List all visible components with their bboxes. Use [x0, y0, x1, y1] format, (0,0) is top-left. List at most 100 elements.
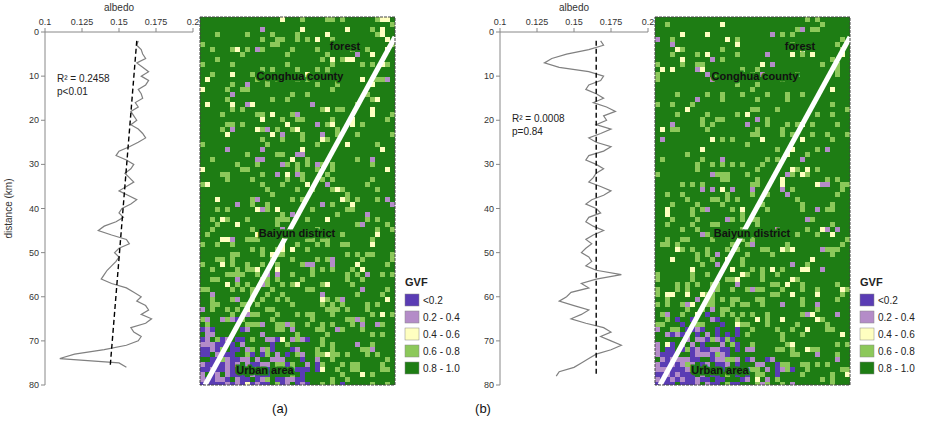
map-texture: [330, 347, 335, 352]
map-texture: [350, 282, 355, 287]
map-texture: [360, 277, 365, 282]
map-texture: [345, 272, 350, 277]
map-texture: [300, 172, 305, 177]
map-texture: [695, 352, 700, 357]
map-texture: [825, 362, 830, 367]
map-texture: [305, 182, 310, 187]
tick: [41, 32, 45, 33]
map-texture: [310, 207, 315, 212]
map-texture: [740, 377, 745, 382]
map-texture: [345, 277, 350, 282]
map-texture: [225, 172, 230, 177]
map-texture: [370, 97, 375, 102]
map-texture: [360, 62, 365, 67]
map-texture: [735, 37, 740, 42]
map-texture: [375, 217, 380, 222]
map-texture: [245, 237, 250, 242]
map-texture: [800, 202, 805, 207]
map-texture: [740, 272, 745, 277]
map-texture: [200, 317, 205, 322]
map-texture: [795, 27, 800, 32]
map-texture: [780, 132, 785, 137]
map-texture: [215, 207, 220, 212]
map-texture: [750, 87, 755, 92]
map-texture: [700, 337, 705, 342]
map-texture: [755, 82, 760, 87]
map-texture: [835, 247, 840, 252]
map-texture: [730, 162, 735, 167]
legend-swatch: [405, 328, 419, 340]
map-texture: [665, 237, 670, 242]
map-texture: [655, 277, 660, 282]
map-texture: [680, 312, 685, 317]
map-texture: [700, 292, 705, 297]
map-texture: [705, 92, 710, 97]
map-texture: [250, 177, 255, 182]
map-texture: [840, 187, 845, 192]
map-texture: [715, 337, 720, 342]
map-texture: [760, 302, 765, 307]
map-texture: [285, 377, 290, 382]
map-texture: [830, 112, 835, 117]
map-texture: [820, 317, 825, 322]
map-texture: [315, 142, 320, 147]
map-texture: [200, 337, 205, 342]
map-texture: [745, 272, 750, 277]
map-texture: [340, 57, 345, 62]
map-texture: [220, 337, 225, 342]
map-texture: [300, 137, 305, 142]
map-texture: [780, 247, 785, 252]
map-texture: [255, 127, 260, 132]
map-texture: [340, 297, 345, 302]
map-texture: [820, 22, 825, 27]
map-texture: [200, 327, 205, 332]
map-texture: [700, 342, 705, 347]
map-texture: [690, 277, 695, 282]
map-texture: [290, 92, 295, 97]
map-texture: [695, 252, 700, 257]
map-texture: [725, 192, 730, 197]
map-texture: [340, 17, 345, 22]
map-texture: [685, 237, 690, 242]
map-texture: [745, 112, 750, 117]
trend-line: [596, 41, 597, 376]
map-texture: [215, 222, 220, 227]
map-texture: [345, 377, 350, 382]
map-texture: [700, 207, 705, 212]
tick: [41, 76, 45, 77]
tick: [156, 28, 157, 32]
map-texture: [690, 352, 695, 357]
map-texture: [265, 352, 270, 357]
map-texture: [735, 282, 740, 287]
map-texture: [825, 227, 830, 232]
map-texture: [245, 32, 250, 37]
map-texture: [250, 237, 255, 242]
map-texture: [725, 172, 730, 177]
map-texture: [690, 207, 695, 212]
tick: [537, 28, 538, 32]
map-texture: [285, 162, 290, 167]
map-texture: [695, 347, 700, 352]
map-texture: [710, 357, 715, 362]
map-texture: [690, 212, 695, 217]
map-texture: [725, 357, 730, 362]
map-texture: [380, 292, 385, 297]
map-texture: [260, 47, 265, 52]
map-texture: [360, 372, 365, 377]
map-texture: [780, 287, 785, 292]
map-texture: [270, 97, 275, 102]
map-texture: [235, 202, 240, 207]
map-texture: [840, 37, 845, 42]
map-texture: [780, 332, 785, 337]
tick: [496, 296, 500, 297]
map-texture: [295, 347, 300, 352]
map-texture: [665, 352, 670, 357]
map-texture: [780, 317, 785, 322]
map-texture: [665, 347, 670, 352]
map-texture: [290, 282, 295, 287]
map-texture: [310, 287, 315, 292]
map-texture: [270, 337, 275, 342]
map-texture: [700, 377, 705, 382]
map-texture: [245, 377, 250, 382]
tick: [41, 208, 45, 209]
